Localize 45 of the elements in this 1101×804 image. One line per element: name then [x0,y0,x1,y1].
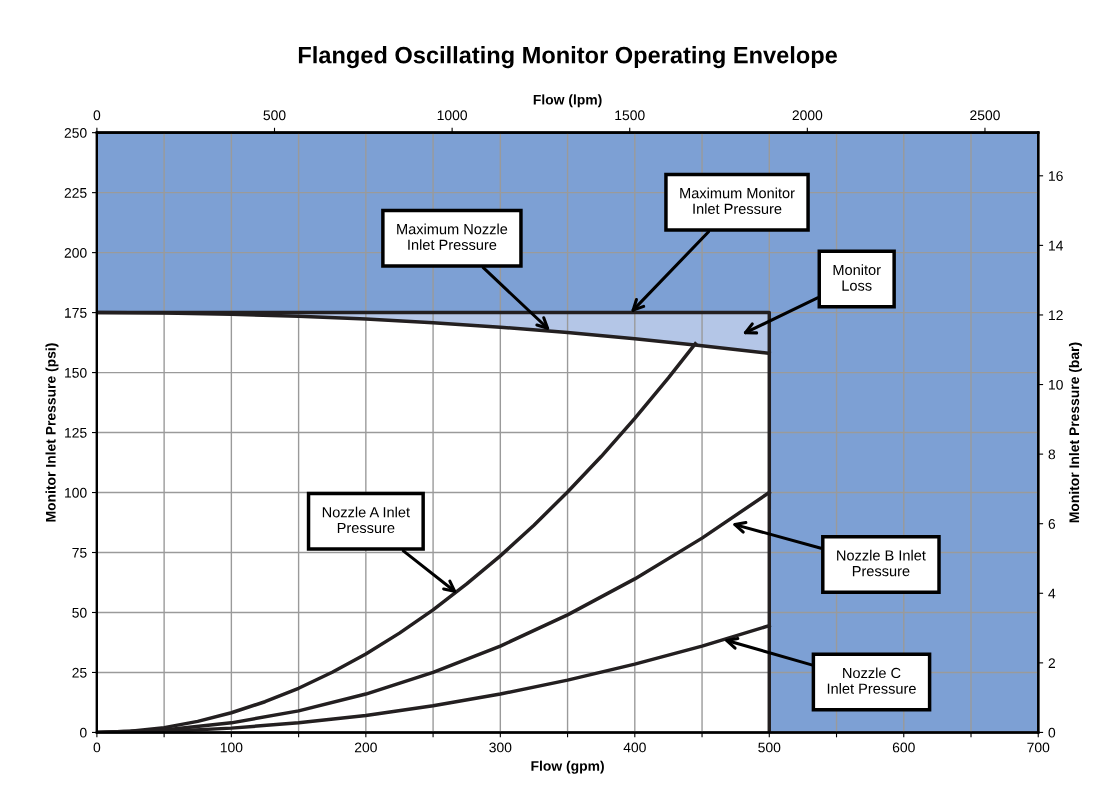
x-tick-label: 500 [758,742,781,753]
y2-tick-label: 6 [1048,519,1056,529]
y-axis-title: Monitor Inlet Pressure (psi) [45,343,59,522]
y-tick-label: 0 [79,727,87,738]
x2-axis-title: Flow (lpm) [533,94,602,108]
y-tick-label: 250 [64,127,87,138]
x-tick-label: 0 [93,742,101,753]
annotation: Maximum Monitor Inlet Pressure [680,187,795,214]
x2-tick-label: 2500 [970,110,1000,121]
y-tick-label: 25 [72,667,87,678]
x2-tick-label: 500 [263,110,286,121]
x-tick-label: 200 [354,742,377,753]
y-tick-label: 150 [65,367,87,378]
annotation: Monitor Loss [833,264,881,291]
y2-tick-label: 16 [1049,171,1063,181]
annotation: Nozzle A Inlet Pressure [322,506,410,534]
x-axis-title: Flow (gpm) [531,760,604,774]
y-tick-label: 175 [65,308,87,318]
y-tick-label: 225 [64,187,87,198]
y2-tick-label: 14 [1049,240,1064,251]
annotation: Maximum Nozzle Inlet Pressure [397,223,508,250]
y2-tick-label: 4 [1048,588,1056,599]
y2-tick-label: 10 [1049,379,1063,390]
y2-tick-label: 2 [1048,658,1055,668]
x2-tick-label: 1000 [437,110,468,121]
annotation: Nozzle C Inlet Pressure [827,667,916,694]
y-tick-label: 200 [64,247,87,258]
y2-tick-label: 12 [1049,310,1063,320]
x2-tick-label: 2000 [792,110,823,121]
y-tick-label: 100 [65,487,87,498]
x2-tick-label: 1500 [615,110,645,121]
y-tick-label: 75 [72,547,87,558]
x2-tick-label: 0 [93,110,101,121]
annotation: Nozzle B Inlet Pressure [837,549,926,577]
y2-tick-label: 8 [1048,449,1056,460]
x-tick-label: 700 [1027,742,1050,753]
x-tick-label: 300 [489,742,512,753]
x-tick-label: 100 [220,742,243,753]
y-tick-label: 125 [65,427,87,438]
chart-title: Flanged Oscillating Monitor Operating Envelope [298,46,838,69]
x-tick-label: 400 [623,742,646,753]
x-tick-label: 600 [892,742,915,753]
y2-tick-label: 0 [1048,727,1056,738]
y2-axis-title: Monitor Inlet Pressure (bar) [1068,342,1082,523]
y-tick-label: 50 [72,607,87,618]
